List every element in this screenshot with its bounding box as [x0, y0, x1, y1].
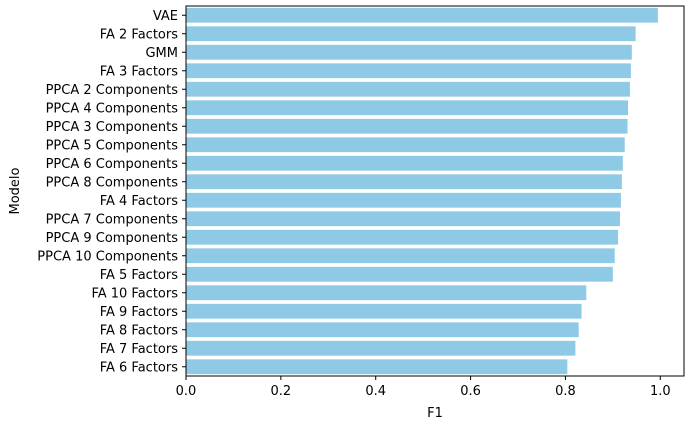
bar	[186, 248, 615, 264]
y-tick-label: PPCA 8 Components	[46, 175, 179, 190]
y-tick-label: FA 6 Factors	[100, 360, 179, 375]
bar	[186, 192, 621, 208]
y-tick-label: PPCA 10 Components	[37, 249, 178, 264]
x-tick-label: 0.8	[555, 384, 576, 399]
y-tick-label: FA 8 Factors	[100, 323, 179, 338]
y-axis-label: Modelo	[8, 167, 23, 214]
bar	[186, 340, 576, 356]
bar	[186, 322, 579, 338]
bar	[186, 63, 631, 79]
y-tick-label: PPCA 9 Components	[46, 231, 179, 246]
bar	[186, 118, 628, 134]
y-tick-label: VAE	[153, 9, 178, 24]
bar	[186, 137, 625, 153]
bar	[186, 26, 636, 42]
y-tick-label: FA 9 Factors	[100, 305, 179, 320]
y-tick-label: PPCA 6 Components	[46, 157, 179, 172]
bar	[186, 155, 623, 171]
y-tick-label: FA 4 Factors	[100, 194, 179, 209]
x-axis-label: F1	[427, 406, 443, 421]
y-tick-label: FA 7 Factors	[100, 342, 179, 357]
bar	[186, 211, 620, 227]
y-tick-label: FA 5 Factors	[100, 268, 179, 283]
plot-frame	[185, 5, 685, 377]
bar	[186, 81, 630, 97]
bar	[186, 44, 632, 60]
y-tick-label: FA 2 Factors	[100, 27, 179, 42]
bar	[186, 174, 622, 190]
x-axis-ticks: 0.0 0.2 0.4 0.6 0.8 1.0	[176, 376, 671, 399]
x-tick-label: 0.6	[460, 384, 481, 399]
bar	[186, 303, 582, 319]
y-tick-label: PPCA 3 Components	[46, 120, 179, 135]
y-tick-label: FA 3 Factors	[100, 64, 179, 79]
bar	[186, 229, 619, 245]
x-tick-label: 0.2	[271, 384, 292, 399]
y-tick-label: PPCA 5 Components	[46, 138, 179, 153]
axes-frame	[185, 5, 685, 377]
bar	[186, 359, 568, 375]
x-tick-label: 0.0	[176, 384, 197, 399]
bar	[186, 7, 658, 23]
y-tick-label: PPCA 2 Components	[46, 83, 179, 98]
bar	[186, 285, 587, 301]
y-tick-label: PPCA 7 Components	[46, 212, 179, 227]
y-tick-label: PPCA 4 Components	[46, 101, 179, 116]
y-tick-label: GMM	[145, 46, 178, 61]
x-tick-label: 1.0	[650, 384, 671, 399]
bar	[186, 266, 613, 282]
bar	[186, 100, 629, 116]
x-tick-label: 0.4	[365, 384, 386, 399]
y-axis-ticks: VAE FA 2 Factors GMM FA 3 Factors PPCA 2 Com…	[37, 9, 186, 375]
y-tick-label: FA 10 Factors	[91, 286, 178, 301]
bars-group	[186, 7, 658, 375]
